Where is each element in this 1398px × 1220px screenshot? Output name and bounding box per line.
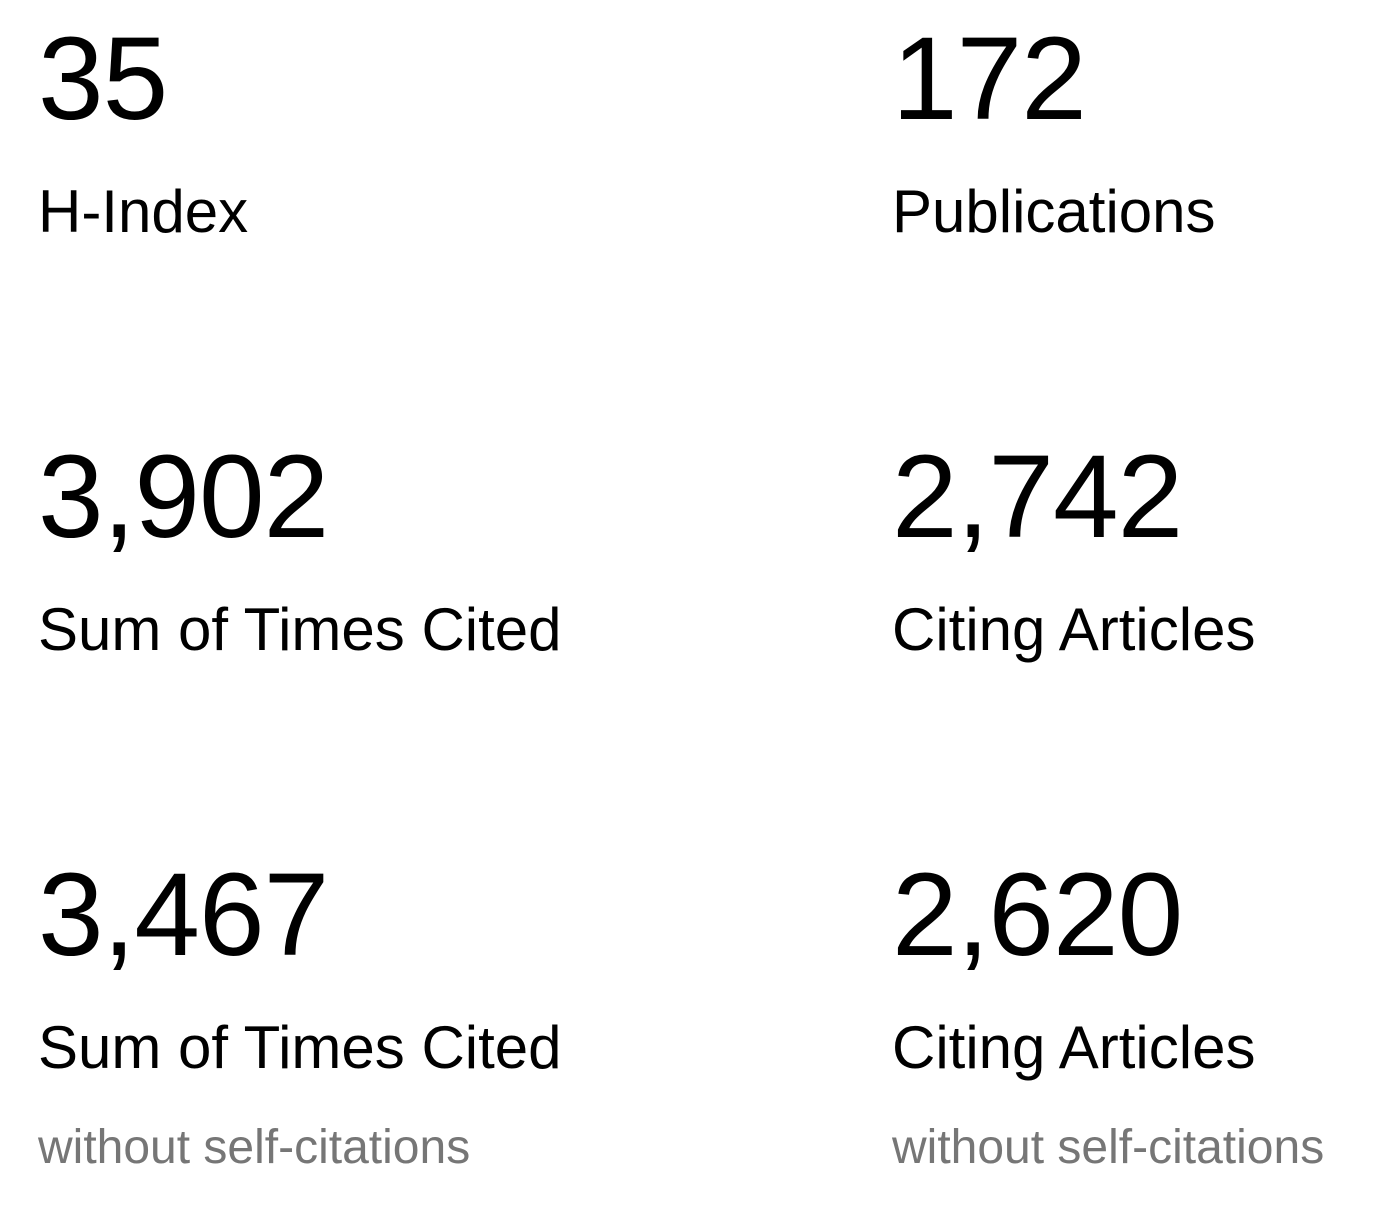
metric-note: without self-citations [38, 1121, 471, 1174]
metric-label: Sum of Times Cited [38, 1014, 562, 1081]
metric-label: H-Index [38, 178, 249, 245]
metric-value: 3,467 [38, 849, 329, 981]
metric-label: Publications [892, 178, 1216, 245]
metric-value[interactable]: 2,620 [892, 849, 1183, 981]
metric-value[interactable]: 172 [892, 13, 1087, 145]
metric-label: Sum of Times Cited [38, 596, 562, 663]
metric-value[interactable]: 2,742 [892, 431, 1183, 563]
metric-label: Citing Articles [892, 596, 1256, 663]
metric-value: 3,902 [38, 431, 329, 563]
metric-label: Citing Articles [892, 1014, 1256, 1081]
metric-value: 35 [38, 13, 168, 145]
metric-note: without self-citations [892, 1121, 1325, 1174]
